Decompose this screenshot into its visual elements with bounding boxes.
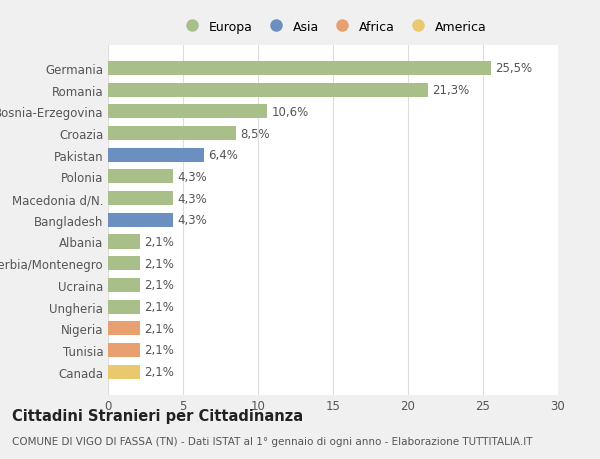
Bar (108, 343, 139, 357)
Text: 4,3%: 4,3% (177, 171, 207, 184)
Bar (108, 170, 173, 184)
Legend: Europa, Asia, Africa, America: Europa, Asia, Africa, America (176, 18, 490, 36)
Bar (108, 62, 491, 76)
Bar (108, 148, 204, 162)
Bar (108, 105, 267, 119)
Bar (108, 365, 139, 379)
Bar (108, 300, 139, 314)
Text: 2,1%: 2,1% (144, 235, 174, 248)
Text: 2,1%: 2,1% (144, 257, 174, 270)
Bar (108, 213, 173, 227)
Text: 4,3%: 4,3% (177, 192, 207, 205)
Text: 21,3%: 21,3% (432, 84, 469, 97)
Bar (108, 84, 427, 97)
Bar (108, 127, 235, 141)
Bar (108, 192, 173, 206)
Text: 6,4%: 6,4% (209, 149, 238, 162)
Text: 2,1%: 2,1% (144, 279, 174, 292)
Bar (108, 257, 139, 271)
Text: 2,1%: 2,1% (144, 365, 174, 378)
Text: 2,1%: 2,1% (144, 301, 174, 313)
Text: 2,1%: 2,1% (144, 344, 174, 357)
Text: 25,5%: 25,5% (495, 62, 532, 75)
Text: 8,5%: 8,5% (240, 127, 269, 140)
Bar (108, 235, 139, 249)
Text: COMUNE DI VIGO DI FASSA (TN) - Dati ISTAT al 1° gennaio di ogni anno - Elaborazi: COMUNE DI VIGO DI FASSA (TN) - Dati ISTA… (12, 436, 533, 446)
Bar (108, 321, 139, 336)
Text: Cittadini Stranieri per Cittadinanza: Cittadini Stranieri per Cittadinanza (12, 409, 303, 424)
Bar (108, 278, 139, 292)
Text: 2,1%: 2,1% (144, 322, 174, 335)
Text: 10,6%: 10,6% (271, 106, 309, 118)
Text: 4,3%: 4,3% (177, 214, 207, 227)
